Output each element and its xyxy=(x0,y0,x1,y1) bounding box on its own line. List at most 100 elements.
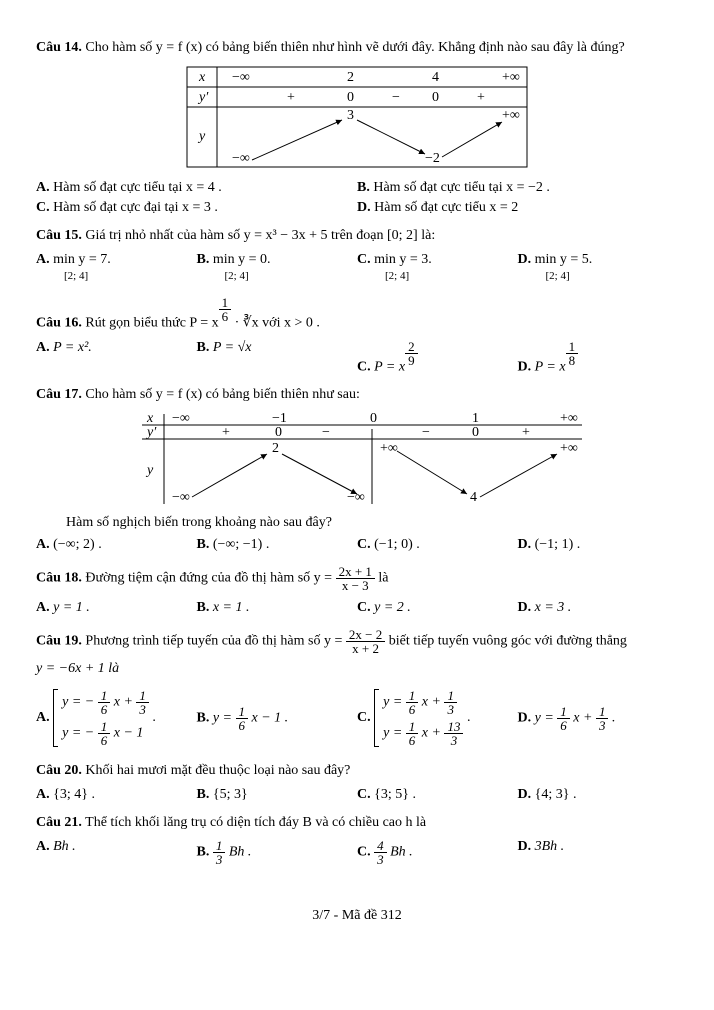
q17-y-2: 2 xyxy=(272,441,279,456)
q18-opt-d: D. x = 3 . xyxy=(518,598,679,618)
q15-text: Giá trị nhỏ nhất của hàm số y = x³ − 3x … xyxy=(82,228,435,243)
q14-opt-d: D. Hàm số đạt cực tiểu x = 2 xyxy=(357,198,678,218)
q19-c1-d: 6 xyxy=(406,703,419,716)
q21-a: Bh . xyxy=(53,839,76,854)
q20-opt-c: C. {3; 5} . xyxy=(357,785,518,805)
q19-d-mid: x + xyxy=(570,711,596,726)
q17-options: A. (−∞; 2) . B. (−∞; −1) . C. (−1; 0) . … xyxy=(36,535,678,555)
q17-c: (−1; 0) . xyxy=(374,537,420,552)
q15-label: Câu 15. xyxy=(36,228,82,243)
q16-a: P = x². xyxy=(53,340,92,355)
q20-d: {4; 3} . xyxy=(535,787,577,802)
y-label: y xyxy=(197,129,206,144)
q14-label: Câu 14. xyxy=(36,40,82,55)
q19-a2-n: 1 xyxy=(98,720,111,734)
q19-num: 2x − 2 xyxy=(346,628,385,642)
yp-plus2: + xyxy=(477,90,485,105)
q19-a1-mid: x + xyxy=(110,695,136,710)
q17-table: x y′ y −∞ −1 0 1 +∞ + 0 − − 0 + 2 +∞ +∞ … xyxy=(122,409,592,509)
q20-label: Câu 20. xyxy=(36,763,82,778)
x-4: 4 xyxy=(432,70,439,85)
q14-opt-b: B. Hàm số đạt cực tiểu tại x = −2 . xyxy=(357,178,678,198)
q17-opt-b: B. (−∞; −1) . xyxy=(197,535,358,555)
q19-den: x + 2 xyxy=(346,642,385,655)
q16-label: Câu 16. xyxy=(36,316,82,331)
q17-y-ninf2: −∞ xyxy=(347,490,365,505)
q17-x4: +∞ xyxy=(560,411,578,426)
q19-c2-d: 6 xyxy=(406,734,419,747)
q20-b: {5; 3} xyxy=(213,787,248,802)
x-ninf: −∞ xyxy=(232,70,250,85)
q19-opt-a: A. y = − 16 x + 13 y = − 16 x − 1 . xyxy=(36,683,197,753)
yp-minus: − xyxy=(392,90,400,105)
q18-a: y = 1 . xyxy=(53,600,90,615)
q16-opt-b: B. P = √x xyxy=(197,338,358,378)
q14-a-text: Hàm số đạt cực tiểu tại x = 4 . xyxy=(53,180,222,195)
q18-post: là xyxy=(375,571,389,586)
q16-c-d: 9 xyxy=(405,354,418,367)
q18-options: A. y = 1 . B. x = 1 . C. y = 2 . D. x = … xyxy=(36,598,678,618)
q21-text: Thể tích khối lăng trụ có diện tích đáy … xyxy=(82,815,426,830)
q21-opt-b: B. 13 Bh . xyxy=(197,837,358,868)
q16-opt-d: D. P = x18 xyxy=(518,338,679,378)
q17-opt-c: C. (−1; 0) . xyxy=(357,535,518,555)
q19-b-pre: y = xyxy=(213,711,236,726)
y-pinf: +∞ xyxy=(502,108,520,123)
q14-b-text: Hàm số đạt cực tiểu tại x = −2 . xyxy=(373,180,550,195)
q17-x-lbl: x xyxy=(146,411,154,426)
q18-opt-a: A. y = 1 . xyxy=(36,598,197,618)
q20-opt-d: D. {4; 3} . xyxy=(518,785,679,805)
q19-opt-c: C. y = 16 x + 13 y = 16 x + 133 . xyxy=(357,683,518,753)
min-sub-b: [2; 4] xyxy=(225,270,249,282)
q15-d-val: y = 5. xyxy=(560,252,592,267)
q21-c-d: 3 xyxy=(374,853,387,866)
q17-y-pinf1: +∞ xyxy=(380,441,398,456)
q17-y-lbl: y xyxy=(145,463,154,478)
q19-d-n2: 1 xyxy=(596,705,609,719)
q19-options: A. y = − 16 x + 13 y = − 16 x − 1 . B. y… xyxy=(36,683,678,753)
q21-opt-a: A. Bh . xyxy=(36,837,197,868)
q19-c1-d2: 3 xyxy=(444,703,457,716)
q15-options: A. min y = 7.[2; 4] B. min y = 0.[2; 4] … xyxy=(36,250,678,286)
q21-options: A. Bh . B. 13 Bh . C. 43 Bh . D. 3Bh . xyxy=(36,837,678,868)
q19-d-d2: 3 xyxy=(596,719,609,732)
q14-d-text: Hàm số đạt cực tiểu x = 2 xyxy=(374,200,518,215)
q19-d-post: . xyxy=(608,711,615,726)
q17-a: (−∞; 2) . xyxy=(53,537,102,552)
q17-b: (−∞; −1) . xyxy=(213,537,270,552)
min-sub-d: [2; 4] xyxy=(546,270,570,282)
q19-opt-b: B. y = 16 x − 1 . xyxy=(197,703,358,734)
y-n2: −2 xyxy=(425,151,440,166)
q19: Câu 19. Phương trình tiếp tuyến của đồ t… xyxy=(36,628,678,655)
q14-table: x y′ y −∞ 2 4 +∞ + 0 − 0 + 3 −∞ −2 +∞ xyxy=(177,62,537,172)
y-3: 3 xyxy=(347,108,354,123)
q17-yp1: 0 xyxy=(275,425,282,440)
q19-c2-n2: 13 xyxy=(444,720,463,734)
page-footer: 3/7 - Mã đề 312 xyxy=(36,908,678,924)
q19-a1-n: 1 xyxy=(98,689,111,703)
q21-opt-c: C. 43 Bh . xyxy=(357,837,518,868)
q17-opt-d: D. (−1; 1) . xyxy=(518,535,679,555)
q19-opt-d: D. y = 16 x + 13 . xyxy=(518,703,679,734)
q21-d: 3Bh . xyxy=(535,839,565,854)
q19-a1-pre: y = − xyxy=(62,695,98,710)
q19-c2-d2: 3 xyxy=(444,734,463,747)
x-2: 2 xyxy=(347,70,354,85)
q21: Câu 21. Thể tích khối lăng trụ có diện t… xyxy=(36,815,678,831)
q14-text: Cho hàm số y = f (x) có bảng biến thiên … xyxy=(82,40,625,55)
q19-c2-n: 1 xyxy=(406,720,419,734)
q17-yp0: + xyxy=(222,425,230,440)
q20-text: Khối hai mươi mặt đều thuộc loại nào sau… xyxy=(82,763,350,778)
q18-label: Câu 18. xyxy=(36,571,82,586)
q15-c-val: y = 3. xyxy=(399,252,431,267)
q17-yp-lbl: y′ xyxy=(145,425,157,440)
min-sub-a: [2; 4] xyxy=(64,270,88,282)
q20-opt-b: B. {5; 3} xyxy=(197,785,358,805)
q18-den: x − 3 xyxy=(336,579,375,592)
q16-exp-d: 6 xyxy=(219,310,232,323)
q16-opt-c: C. P = x29 xyxy=(357,338,518,378)
q18-b: x = 1 . xyxy=(213,600,250,615)
q18-pre: Đường tiệm cận đứng của đồ thị hàm số y … xyxy=(82,571,336,586)
q19-a2-pre: y = − xyxy=(62,726,98,741)
q15-opt-c: C. min y = 3.[2; 4] xyxy=(357,250,518,286)
